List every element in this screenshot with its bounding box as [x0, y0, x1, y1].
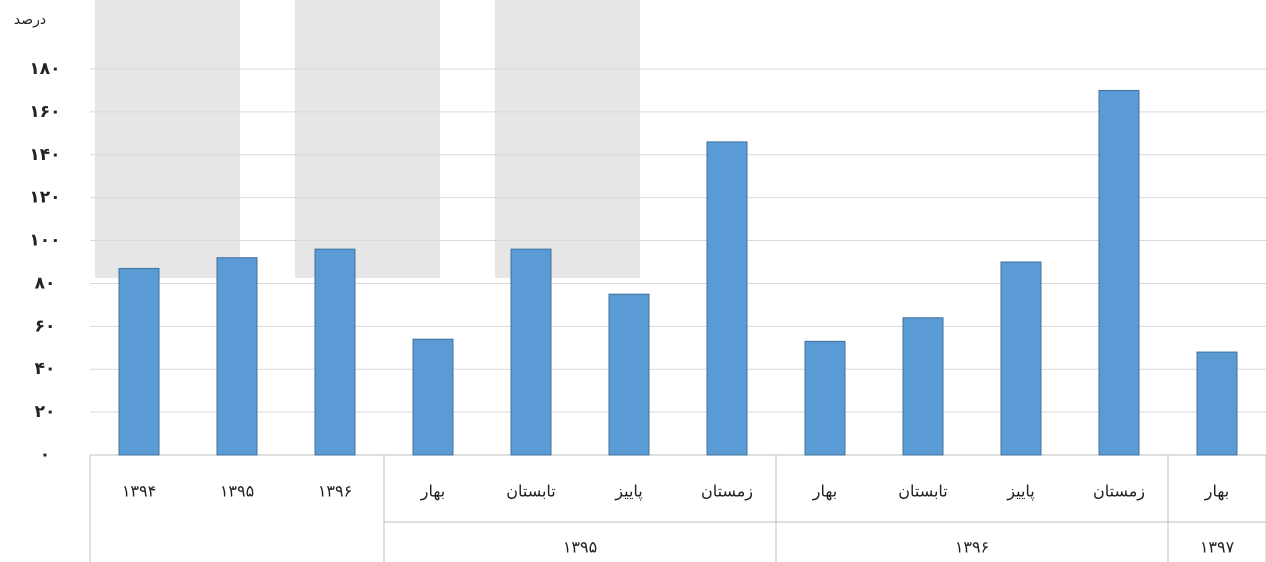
x-tick-label: پاییز	[614, 482, 642, 502]
y-tick-label: ۱۴۰	[29, 145, 60, 165]
y-tick-label: ۶۰	[35, 316, 56, 336]
x-tick-label: بهار	[1204, 482, 1229, 502]
x-tick-label: زمستان	[1093, 482, 1145, 502]
x-tick-label: پاییز	[1006, 482, 1034, 502]
x-tick-label: بهار	[812, 482, 837, 502]
x-tick-label: ۱۳۹۶	[318, 482, 352, 501]
group-label: ۱۳۹۶	[955, 538, 989, 557]
x-tick-label: زمستان	[701, 482, 753, 502]
x-tick-label: ۱۳۹۵	[220, 482, 254, 501]
bar	[1098, 89, 1140, 456]
y-tick-label: ۲۰	[35, 402, 56, 422]
bar	[1196, 351, 1238, 456]
bar	[804, 340, 846, 456]
x-tick-label: بهار	[420, 482, 445, 502]
group-label: ۱۳۹۷	[1200, 538, 1235, 557]
y-axis-label: درصد	[14, 12, 46, 28]
y-tick-label: ۸۰	[35, 273, 56, 293]
x-tick-label: تابستان	[898, 482, 948, 501]
x-tick-label: تابستان	[506, 482, 556, 501]
bar	[608, 293, 650, 456]
y-tick-label: ۱۶۰	[29, 102, 60, 122]
y-tick-label: ۱۸۰	[29, 59, 60, 79]
bar	[412, 338, 454, 456]
y-tick-label: ۰	[40, 445, 50, 465]
x-tick-label: ۱۳۹۴	[122, 482, 156, 501]
bar	[314, 248, 356, 456]
bar	[902, 317, 944, 456]
bar	[510, 248, 552, 456]
y-tick-label: ۱۲۰	[29, 188, 60, 208]
watermark	[95, 0, 640, 278]
group-label: ۱۳۹۵	[563, 538, 597, 557]
bar	[118, 267, 160, 456]
bar	[216, 257, 258, 456]
bar	[1000, 261, 1042, 456]
y-tick-label: ۴۰	[35, 359, 56, 379]
y-tick-label: ۱۰۰	[29, 231, 60, 251]
bar	[706, 141, 748, 456]
